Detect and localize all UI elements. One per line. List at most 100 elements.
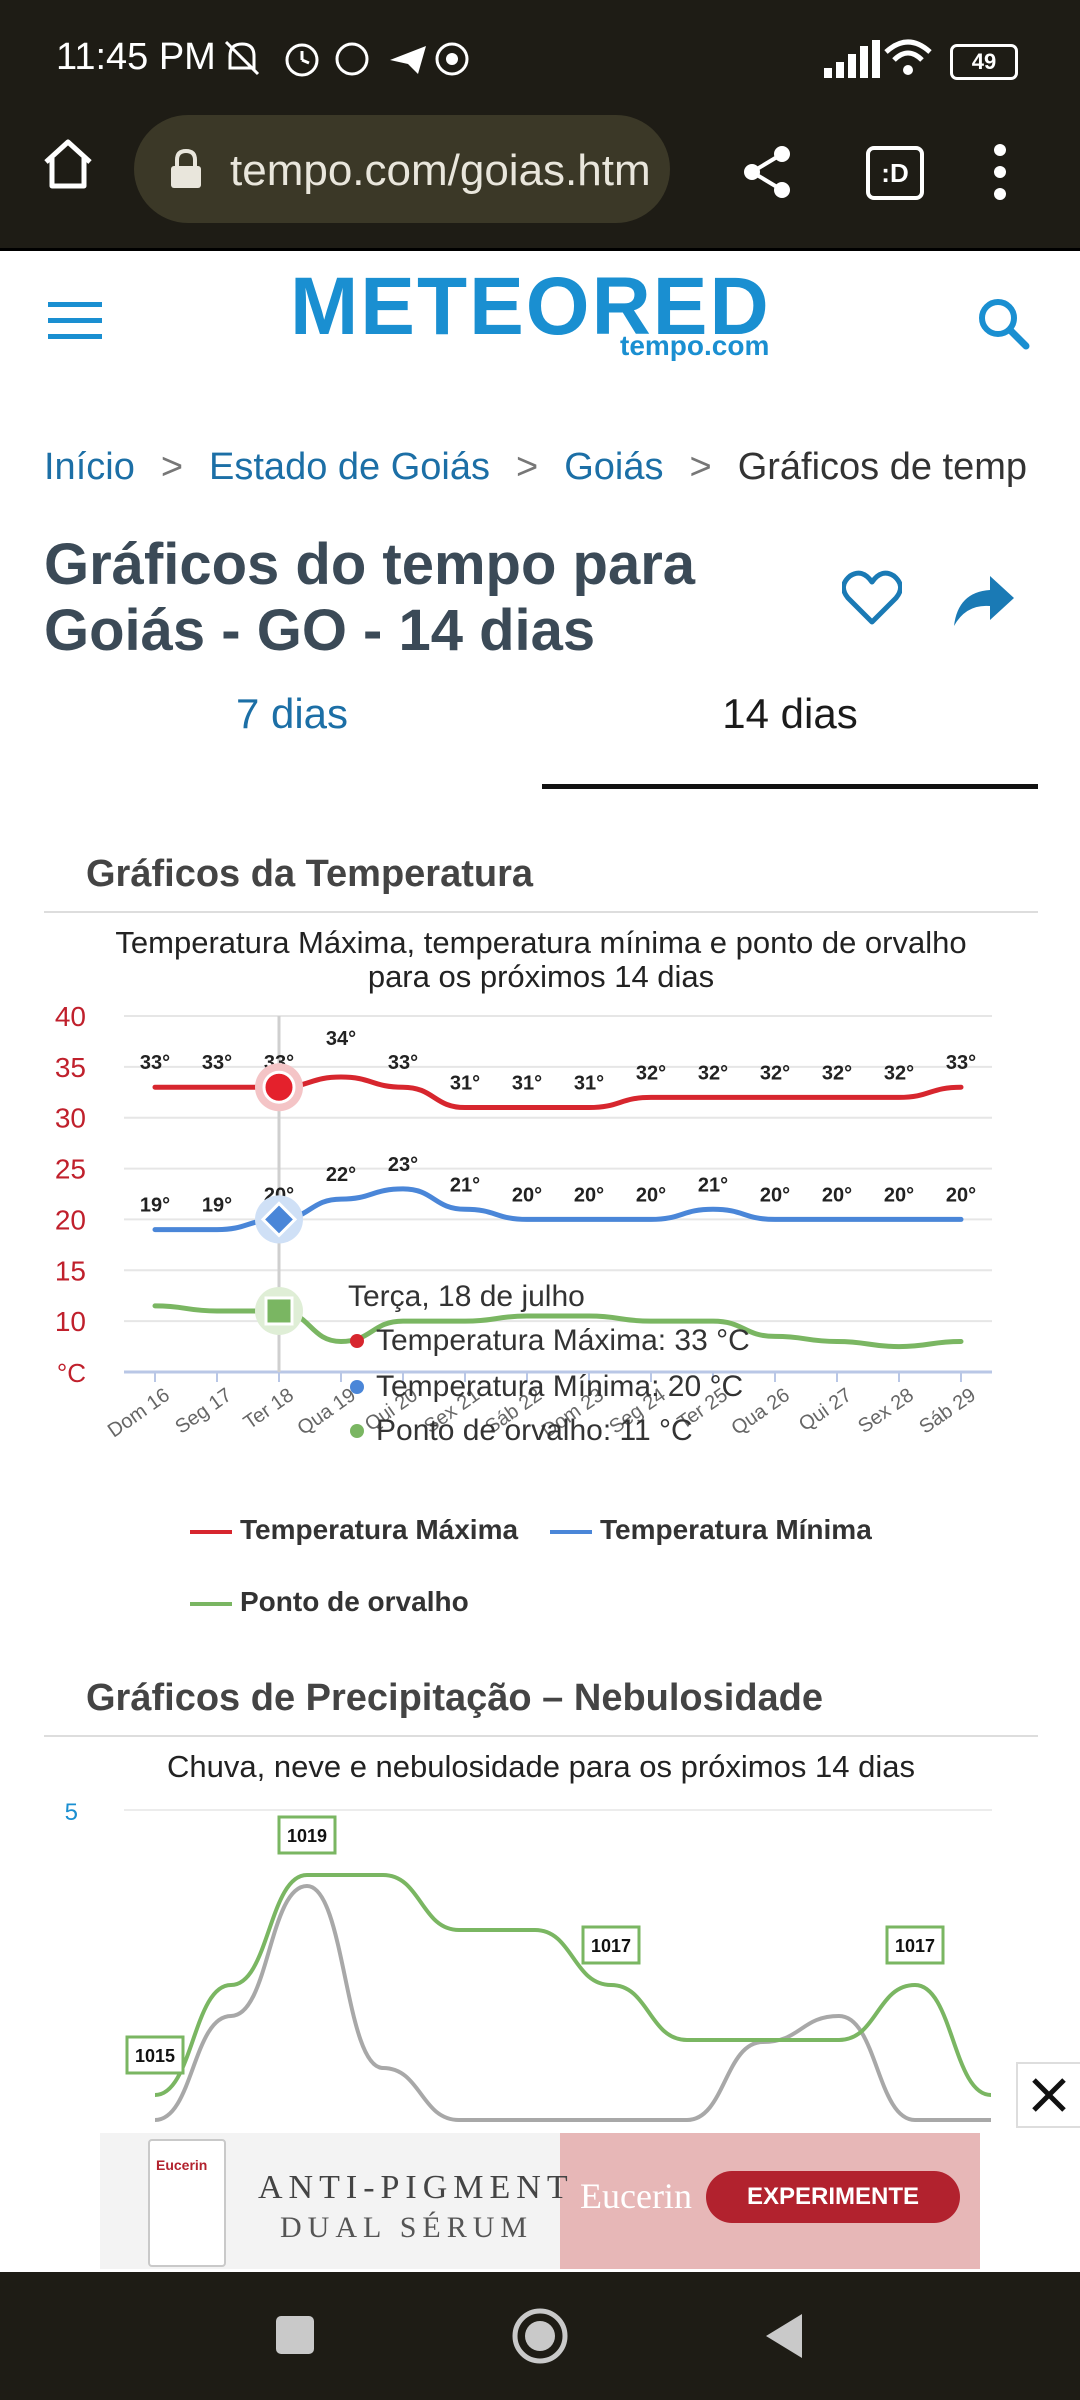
marker-min bbox=[260, 1201, 298, 1238]
site-logo[interactable]: METEORED bbox=[290, 261, 771, 352]
chevron-right-icon: > bbox=[689, 446, 712, 488]
data-label: 21° bbox=[698, 1174, 728, 1196]
temperature-chart-subtitle-line2: para os próximos 14 dias bbox=[367, 959, 715, 994]
x-tick-label: Dom 16 bbox=[104, 1384, 174, 1442]
search-icon[interactable] bbox=[976, 296, 1030, 350]
home-icon[interactable] bbox=[40, 136, 96, 192]
y-tick-label: 15 bbox=[55, 1255, 86, 1286]
pressure-line bbox=[154, 1873, 992, 2097]
data-label: 32° bbox=[636, 1062, 666, 1084]
data-label: 20° bbox=[512, 1184, 542, 1206]
back-nav-button[interactable] bbox=[762, 2310, 806, 2362]
temperature-section-title: Gráficos da Temperatura bbox=[86, 853, 534, 895]
y-axis-unit: °C bbox=[57, 1358, 86, 1388]
home-nav-button[interactable] bbox=[510, 2306, 570, 2366]
data-label: 32° bbox=[884, 1062, 914, 1084]
tooltip-bullet bbox=[350, 1424, 364, 1438]
legend-dew[interactable]: Ponto de orvalho bbox=[190, 1586, 469, 1618]
ad-banner[interactable]: Eucerin ANTI-PIGMENT DUAL SÉRUM Eucerin … bbox=[100, 2133, 980, 2269]
marker-max bbox=[262, 1070, 296, 1104]
tooltip-line-2: Temperatura Mínima: 20 °C bbox=[376, 1370, 743, 1403]
recents-button[interactable] bbox=[274, 2314, 316, 2356]
data-label: 20° bbox=[574, 1184, 604, 1206]
data-label: 34° bbox=[326, 1028, 356, 1050]
lock-icon bbox=[171, 148, 201, 188]
x-tick-label: Qua 19 bbox=[294, 1384, 360, 1440]
hamburger-menu-icon[interactable] bbox=[48, 300, 106, 344]
pressure-label: 1015 bbox=[135, 2046, 175, 2066]
data-label: 32° bbox=[822, 1062, 852, 1084]
chevron-right-icon: > bbox=[516, 446, 539, 488]
site-logo-sub[interactable]: tempo.com bbox=[620, 330, 770, 361]
address-bar[interactable] bbox=[134, 115, 670, 223]
data-label: 33° bbox=[388, 1052, 418, 1074]
data-label: 20° bbox=[946, 1184, 976, 1206]
battery-icon: 49 bbox=[950, 44, 1018, 80]
breadcrumb-item-estado[interactable]: Estado de Goiás bbox=[209, 446, 490, 488]
status-notification-icons bbox=[224, 40, 469, 77]
x-tick-label: Ter 18 bbox=[240, 1384, 298, 1434]
ad-headline-2: DUAL SÉRUM bbox=[280, 2211, 534, 2244]
temperature-chart-subtitle: Temperatura Máxima, temperatura mínima e… bbox=[44, 926, 1038, 994]
precipitation-chart[interactable]: 5 1015 1019 1017 1017 bbox=[0, 1790, 1080, 2133]
cloud-line bbox=[154, 1883, 991, 2122]
legend-min[interactable]: Temperatura Mínima bbox=[550, 1514, 872, 1546]
precipitation-section-title: Gráficos de Precipitação – Nebulosidade bbox=[86, 1677, 824, 1719]
data-label: 33° bbox=[140, 1052, 170, 1074]
pressure-label: 1017 bbox=[591, 1936, 631, 1956]
y-tick-label: 10 bbox=[55, 1306, 86, 1337]
breadcrumb-item-current: Gráficos de temp bbox=[737, 446, 1028, 488]
tooltip-bullet bbox=[350, 1334, 364, 1348]
data-label: 19° bbox=[202, 1195, 232, 1217]
tooltip-line-1: Temperatura Máxima: 33 °C bbox=[376, 1324, 750, 1357]
data-label: 33° bbox=[946, 1052, 976, 1074]
wifi-icon bbox=[884, 39, 932, 75]
breadcrumb: Início > Estado de Goiás > Goiás > Gráficos de… bbox=[44, 446, 1027, 489]
close-icon[interactable] bbox=[1018, 2064, 1080, 2126]
data-label: 21° bbox=[450, 1174, 480, 1196]
ad-product-image bbox=[148, 2139, 226, 2267]
data-label: 20° bbox=[636, 1184, 666, 1206]
y-tick-label: 40 bbox=[55, 1001, 86, 1032]
tab-14-dias[interactable]: 14 dias bbox=[722, 690, 858, 737]
y-tick-label: 35 bbox=[55, 1052, 86, 1083]
tab-7-dias[interactable]: 7 dias bbox=[235, 690, 349, 737]
x-tick-label: Seg 17 bbox=[171, 1384, 236, 1438]
ad-headline-1: ANTI-PIGMENT bbox=[258, 2169, 574, 2206]
tabs-switcher-button[interactable]: :D bbox=[866, 146, 924, 200]
signal-icon bbox=[824, 40, 880, 78]
data-label: 31° bbox=[512, 1073, 542, 1095]
share-icon[interactable] bbox=[738, 142, 798, 202]
data-label: 32° bbox=[698, 1062, 728, 1084]
ad-product-label: Eucerin bbox=[156, 2157, 208, 2173]
share-arrow-icon[interactable] bbox=[950, 572, 1016, 628]
y-tick-label: 25 bbox=[55, 1154, 86, 1185]
y-tick-label: 20 bbox=[55, 1204, 86, 1235]
precip-chart-subtitle: Chuva, neve e nebulosidade para os próxi… bbox=[167, 1749, 915, 1784]
ad-cta-button[interactable]: EXPERIMENTE bbox=[706, 2171, 960, 2223]
overflow-menu-icon[interactable] bbox=[990, 140, 1010, 204]
x-tick-label: Sáb 29 bbox=[915, 1384, 980, 1438]
data-label: 31° bbox=[450, 1073, 480, 1095]
section-divider bbox=[44, 911, 1038, 913]
tooltip-date: Terça, 18 de julho bbox=[348, 1280, 585, 1313]
url-text[interactable]: tempo.com/goias.htm bbox=[230, 146, 650, 195]
breadcrumb-item-inicio[interactable]: Início bbox=[44, 446, 135, 488]
data-label: 20° bbox=[760, 1184, 790, 1206]
chevron-right-icon: > bbox=[160, 446, 184, 488]
tooltip-line-3: Ponto de orvalho: 11 °C bbox=[376, 1414, 693, 1447]
breadcrumb-item-goias[interactable]: Goiás bbox=[564, 446, 664, 488]
heart-favorite-icon[interactable] bbox=[842, 570, 902, 626]
legend-max[interactable]: Temperatura Máxima bbox=[190, 1514, 518, 1546]
data-label: 20° bbox=[822, 1184, 852, 1206]
pressure-label-box bbox=[885, 1925, 945, 1965]
y-tick-label: 5 bbox=[65, 1799, 78, 1826]
page-title: Gráficos do tempo para Goiás - GO - 14 d… bbox=[44, 532, 696, 663]
data-label: 20° bbox=[884, 1184, 914, 1206]
tab-active-indicator bbox=[542, 784, 1038, 789]
data-label: 23° bbox=[388, 1154, 418, 1176]
x-tick-label: Qui 27 bbox=[795, 1384, 856, 1436]
pressure-label-box bbox=[581, 1925, 641, 1965]
ad-close-button[interactable] bbox=[1016, 2062, 1080, 2128]
